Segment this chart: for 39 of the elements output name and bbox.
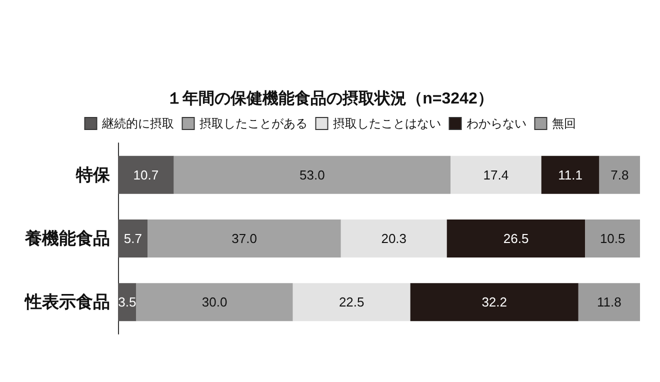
bar [585,220,640,258]
y-tick-label: 特保 [75,165,111,184]
bar [340,220,447,258]
data-label: 10.5 [600,231,626,246]
data-label: 30.0 [202,294,228,310]
data-label: 37.0 [232,231,257,246]
bar [118,220,148,258]
data-label: 11.1 [558,167,582,182]
data-label: 17.4 [483,167,509,182]
legend-label: 摂取したことはない [332,116,441,130]
bar [174,156,451,194]
bar [292,283,410,322]
data-label: 22.5 [338,294,364,310]
bar [578,283,640,322]
chart-title: １年間の保健機能食品の摂取状況（n=3242） [166,90,494,108]
y-tick-label: 性表示食品 [24,292,110,312]
data-label: 5.7 [124,231,142,246]
bar [148,220,341,258]
data-label: 3.5 [118,294,136,310]
legend-label: わからない [466,116,526,130]
legend-label: 無回 [552,116,576,130]
data-label: 10.7 [133,167,159,182]
bar [450,156,542,194]
bar [136,283,293,322]
y-tick-label: 養機能食品 [24,229,110,248]
data-label: 20.3 [381,231,407,246]
data-label: 32.2 [482,294,508,310]
data-label: 11.8 [597,294,622,310]
bar [118,156,174,194]
bar [541,156,600,194]
data-label: 53.0 [300,167,325,182]
bar [410,283,578,322]
data-label: 26.5 [503,231,529,246]
legend-label: 継続的に摂取 [100,116,174,130]
bar [599,156,640,194]
legend-label: 摂取したことがある [199,116,308,130]
bar [118,283,136,322]
data-label: 7.8 [610,167,629,182]
bar [446,220,586,258]
